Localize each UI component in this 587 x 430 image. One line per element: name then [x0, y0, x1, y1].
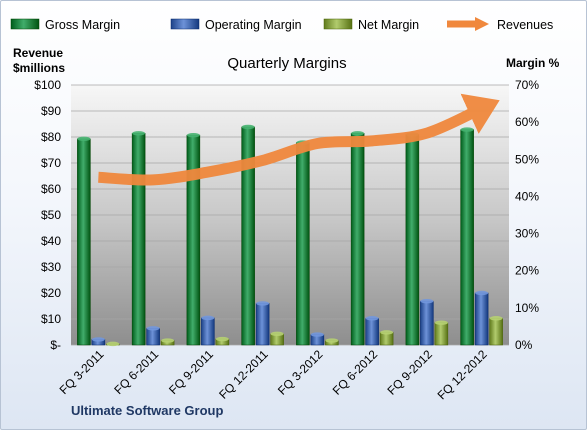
bar-gross-margin	[77, 138, 91, 346]
revenue-line	[98, 93, 500, 186]
right-tick-label: 70%	[515, 78, 539, 92]
bar-cap	[460, 127, 474, 132]
bar-cap	[310, 332, 324, 337]
bar-net-margin	[434, 322, 449, 346]
bar-gross-margin	[405, 134, 420, 346]
bar-cap	[475, 290, 489, 296]
bar-operating-margin	[365, 318, 379, 346]
footer-label: Ultimate Software Group	[71, 403, 223, 418]
right-tick-label: 0%	[515, 338, 533, 352]
legend-swatch	[10, 18, 40, 30]
left-tick-label: $100	[34, 78, 61, 92]
left-axis-ticks: $- $10 $20 $30 $40 $50 $60 $70 $80 $90 $100	[34, 78, 61, 352]
bar-operating-margin	[474, 292, 489, 346]
bar-gross-margin	[131, 133, 146, 346]
left-tick-label: $50	[41, 208, 61, 222]
legend-swatch	[170, 18, 200, 30]
bar-cap	[91, 337, 105, 342]
legend-label: Net Margin	[358, 18, 419, 32]
bar-cap	[132, 131, 146, 136]
bar-cap	[270, 331, 284, 337]
right-axis-title: Margin %	[506, 56, 560, 70]
x-tick-label: FQ 9-2011	[166, 347, 216, 397]
left-tick-label: $60	[41, 182, 61, 196]
bar-operating-margin	[146, 328, 160, 346]
legend-swatch	[323, 18, 353, 30]
bar-cap	[365, 316, 379, 321]
bar-cap	[489, 316, 503, 321]
legend-label: Gross Margin	[45, 18, 120, 32]
left-tick-label: $90	[41, 104, 61, 118]
legend-item: Net Margin	[323, 18, 419, 32]
x-tick-label: FQ 3-2011	[57, 347, 107, 397]
bar-operating-margin	[255, 303, 270, 346]
bar-cap	[380, 330, 394, 335]
bar-cap	[241, 124, 255, 130]
bar-cap	[201, 315, 215, 321]
right-tick-label: 30%	[515, 227, 539, 241]
bar-cap	[215, 336, 229, 342]
left-tick-label: $20	[41, 286, 61, 300]
left-tick-label: $10	[41, 312, 61, 326]
left-tick-label: $80	[41, 130, 61, 144]
legend: Gross Margin Operating Margin Net Margin Re…	[10, 17, 553, 32]
bars	[77, 124, 503, 347]
bar-gross-margin	[186, 134, 201, 346]
bar-cap	[77, 136, 91, 142]
legend-arrow-icon	[475, 17, 489, 31]
bar-cap	[256, 301, 270, 306]
x-tick-label: FQ 12-2011	[216, 347, 271, 402]
bar-cap	[434, 320, 448, 325]
bar-net-margin	[489, 318, 503, 346]
bar-cap	[351, 131, 365, 136]
right-tick-label: 10%	[515, 301, 539, 315]
x-tick-label: FQ 9-2012	[385, 347, 436, 398]
right-tick-label: 20%	[515, 264, 539, 278]
bar-cap	[186, 132, 200, 138]
legend-item: Operating Margin	[170, 18, 302, 32]
left-axis-title-line1: Revenue	[13, 46, 63, 60]
x-tick-label: FQ 12-2012	[435, 347, 490, 402]
legend-item: Gross Margin	[10, 18, 120, 32]
bar-gross-margin	[350, 133, 365, 346]
bar-cap	[161, 338, 175, 343]
left-axis-title-line2: $millions	[13, 61, 65, 75]
right-tick-label: 50%	[515, 152, 539, 166]
bar-cap	[420, 298, 434, 304]
right-tick-label: 60%	[515, 115, 539, 129]
bar-gross-margin	[296, 142, 310, 346]
x-axis-ticks: FQ 3-2011 FQ 6-2011 FQ 9-2011 FQ 12-2011 FQ …	[57, 347, 490, 402]
left-tick-label: $70	[41, 156, 61, 170]
bar-cap	[146, 326, 160, 331]
left-tick-label: $30	[41, 260, 61, 274]
legend-label: Operating Margin	[205, 18, 302, 32]
bar-gross-margin	[460, 129, 474, 346]
revenue-line-path	[98, 93, 500, 186]
chart-title: Quarterly Margins	[227, 55, 346, 72]
bar-cap	[106, 341, 120, 347]
x-tick-label: FQ 6-2011	[111, 347, 161, 397]
bar-operating-margin	[201, 317, 215, 346]
x-tick-label: FQ 3-2012	[275, 347, 326, 398]
legend-label: Revenues	[497, 18, 553, 32]
left-tick-label: $40	[41, 234, 61, 248]
bar-operating-margin	[420, 300, 434, 346]
legend-item: Revenues	[447, 17, 553, 32]
x-tick-label: FQ 6-2012	[330, 347, 381, 398]
left-tick-label: $-	[50, 338, 61, 352]
bar-cap	[325, 338, 339, 343]
right-axis-ticks: 0% 10% 20% 30% 40% 50% 60% 70%	[515, 78, 539, 352]
right-tick-label: 40%	[515, 189, 539, 203]
